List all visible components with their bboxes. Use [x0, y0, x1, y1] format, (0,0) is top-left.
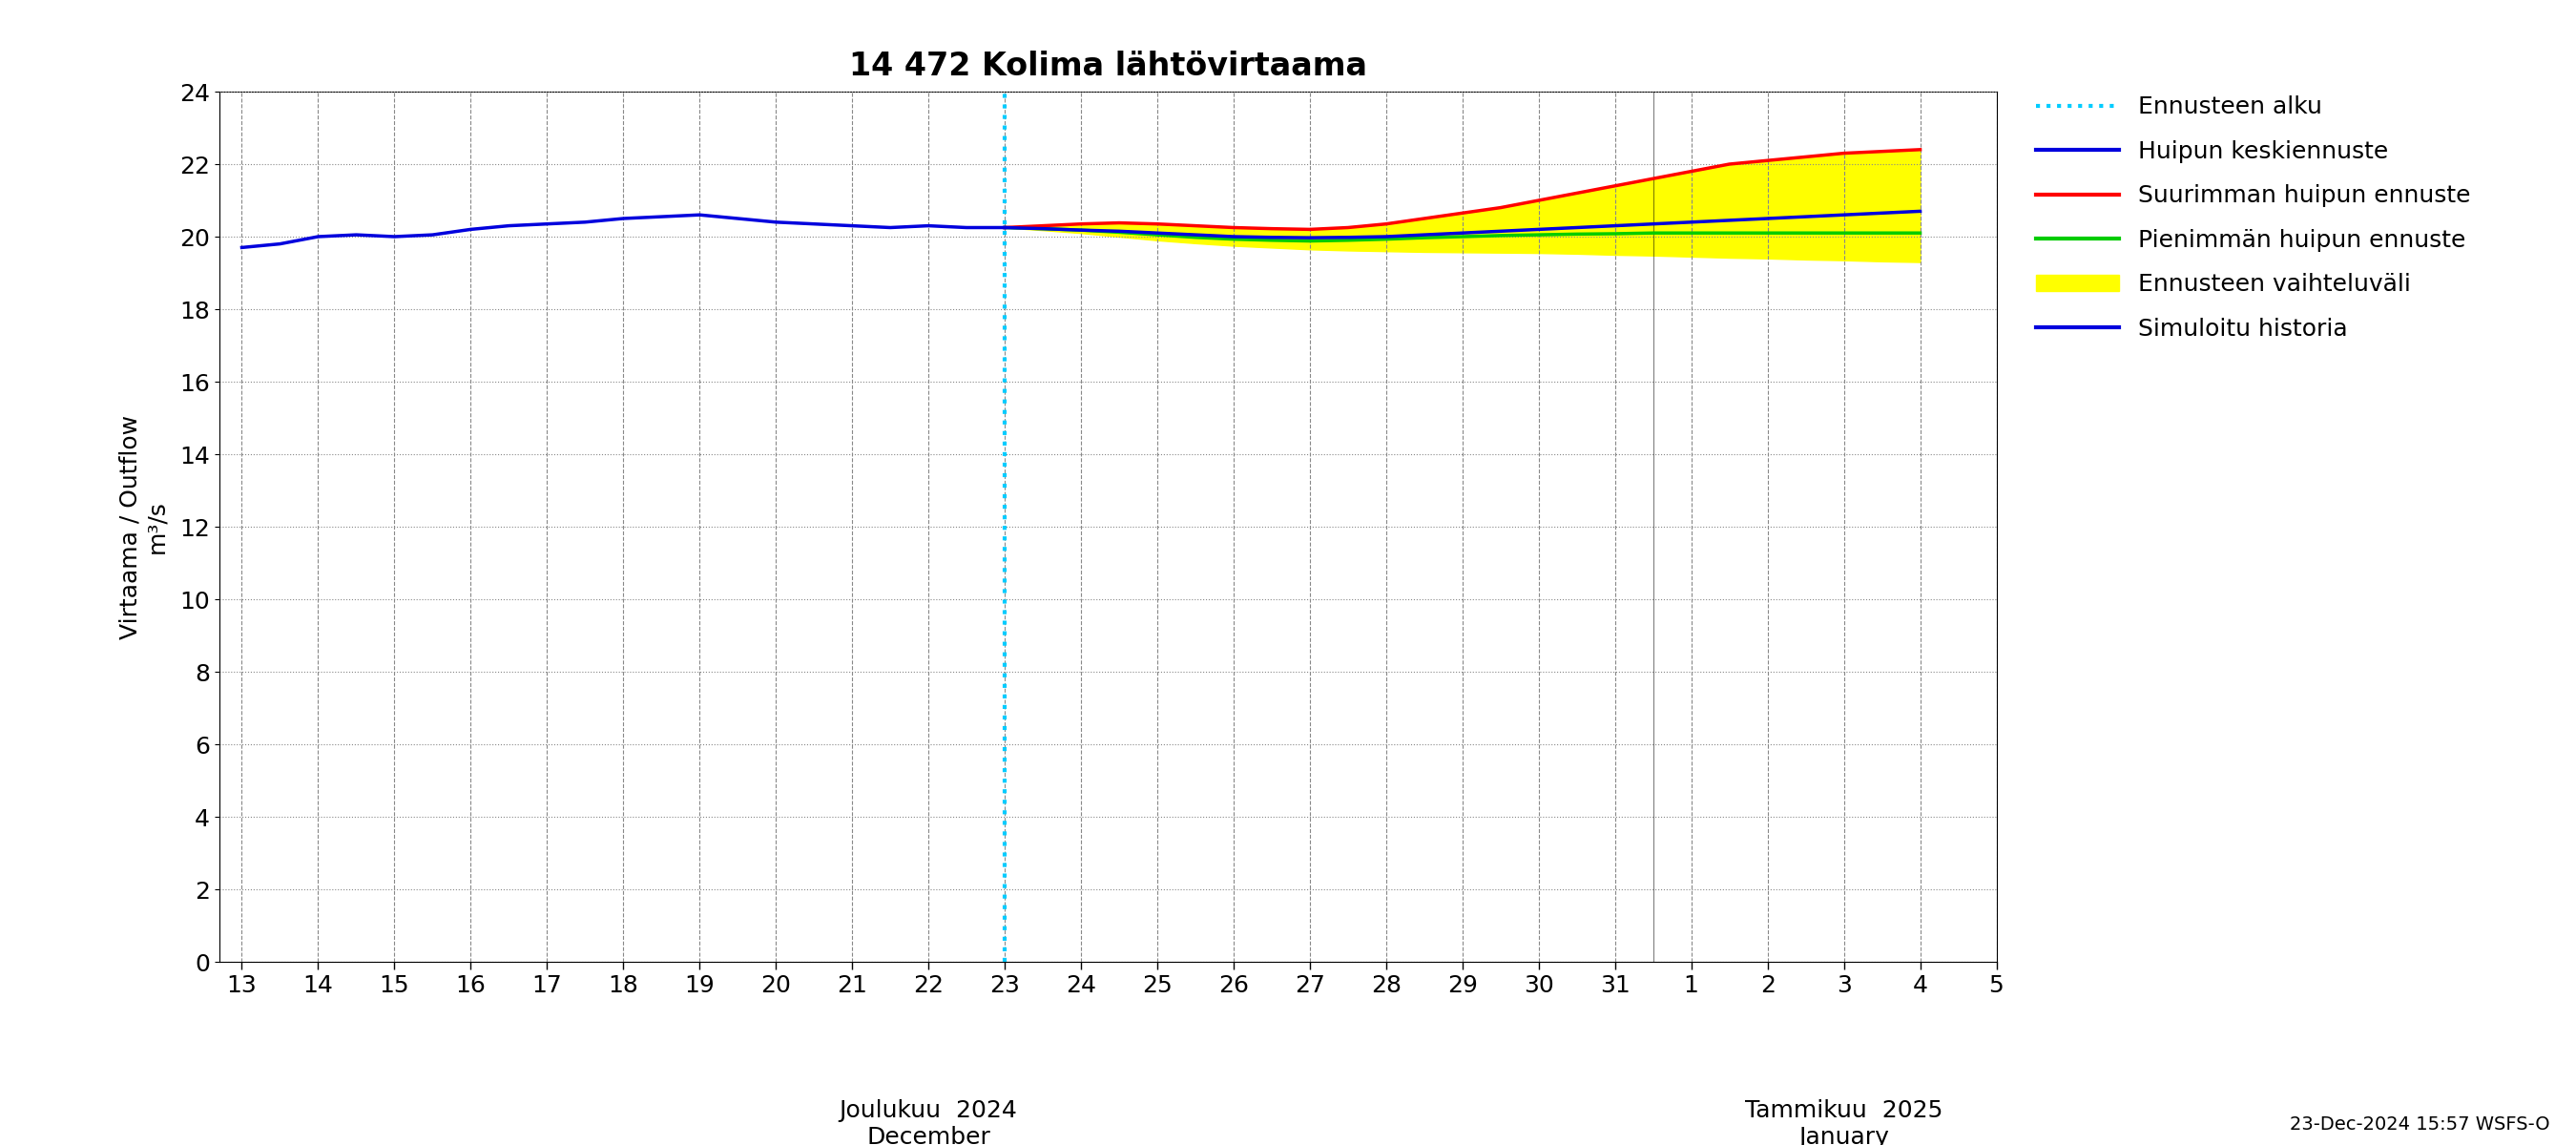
- Text: Tammikuu  2025
January: Tammikuu 2025 January: [1744, 1099, 1942, 1145]
- Legend: Ennusteen alku, Huipun keskiennuste, Suurimman huipun ennuste, Pienimmän huipun : Ennusteen alku, Huipun keskiennuste, Suu…: [2027, 86, 2481, 350]
- Text: 23-Dec-2024 15:57 WSFS-O: 23-Dec-2024 15:57 WSFS-O: [2290, 1115, 2550, 1134]
- Y-axis label: Virtaama / Outflow
m³/s: Virtaama / Outflow m³/s: [118, 414, 167, 639]
- Text: Joulukuu  2024
December: Joulukuu 2024 December: [840, 1099, 1018, 1145]
- Title: 14 472 Kolima lähtövirtaama: 14 472 Kolima lähtövirtaama: [848, 50, 1368, 82]
